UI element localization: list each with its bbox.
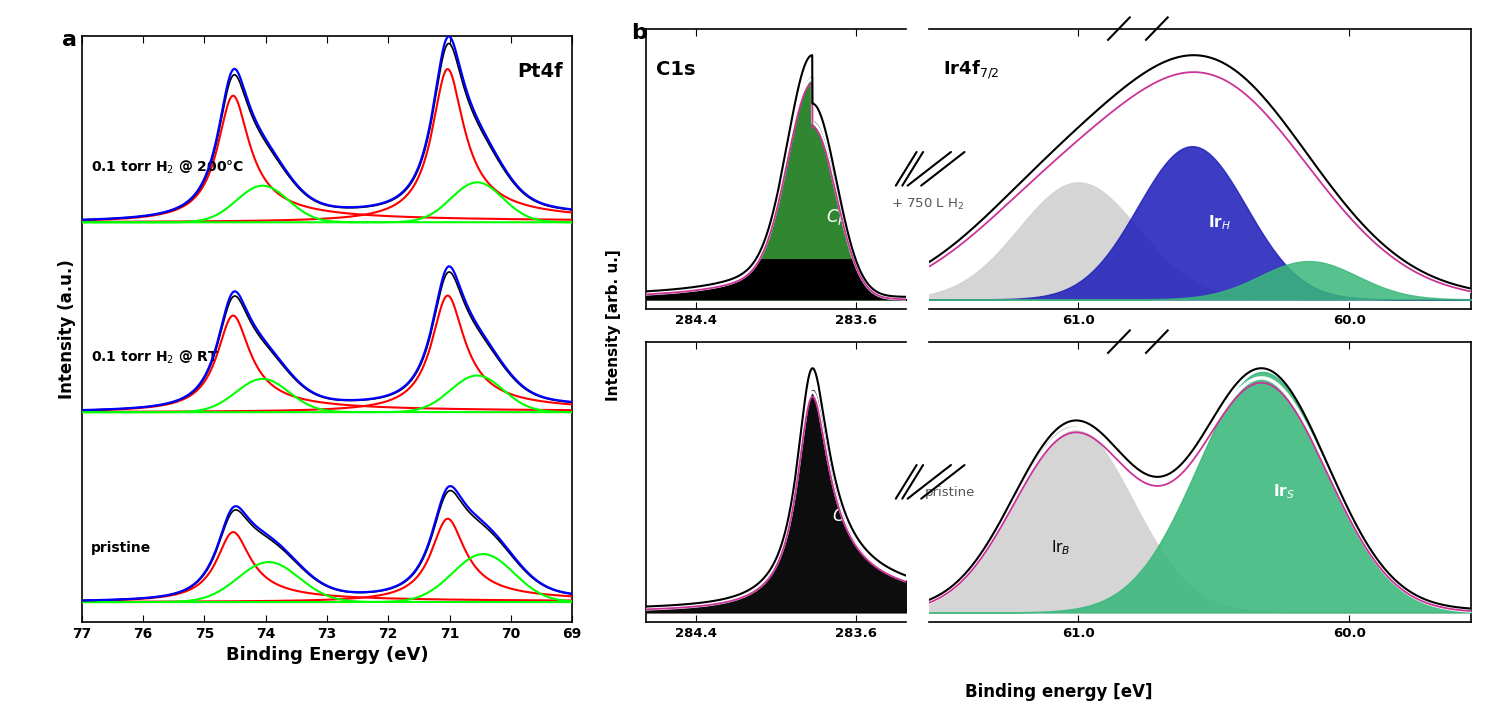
X-axis label: Binding Energy (eV): Binding Energy (eV) — [226, 646, 428, 664]
Text: a: a — [62, 30, 77, 50]
Text: 0.1 torr H$_2$ @ RT: 0.1 torr H$_2$ @ RT — [91, 348, 218, 365]
Text: pristine: pristine — [924, 486, 975, 499]
Text: Ir$_H$: Ir$_H$ — [1208, 213, 1232, 232]
Text: Ir$_B$: Ir$_B$ — [1051, 538, 1071, 557]
Text: C1s: C1s — [657, 59, 695, 79]
Text: Pt4f: Pt4f — [517, 62, 563, 82]
Text: 0.1 torr H$_2$ @ 200°C: 0.1 torr H$_2$ @ 200°C — [91, 158, 244, 176]
Text: Ir4f$_{7/2}$: Ir4f$_{7/2}$ — [942, 59, 1000, 81]
Text: b: b — [632, 23, 648, 43]
Text: $C_{Ir}$: $C_{Ir}$ — [832, 506, 854, 526]
Text: + 750 L H$_2$: + 750 L H$_2$ — [892, 197, 964, 212]
Text: Ir$_S$: Ir$_S$ — [1274, 483, 1296, 501]
Text: Binding energy [eV]: Binding energy [eV] — [964, 683, 1153, 701]
Text: pristine: pristine — [91, 541, 152, 556]
Y-axis label: Intensity (a.u.): Intensity (a.u.) — [58, 259, 76, 399]
Text: $C_H$: $C_H$ — [826, 207, 849, 227]
Text: Intensity [arb. u.]: Intensity [arb. u.] — [606, 250, 621, 401]
